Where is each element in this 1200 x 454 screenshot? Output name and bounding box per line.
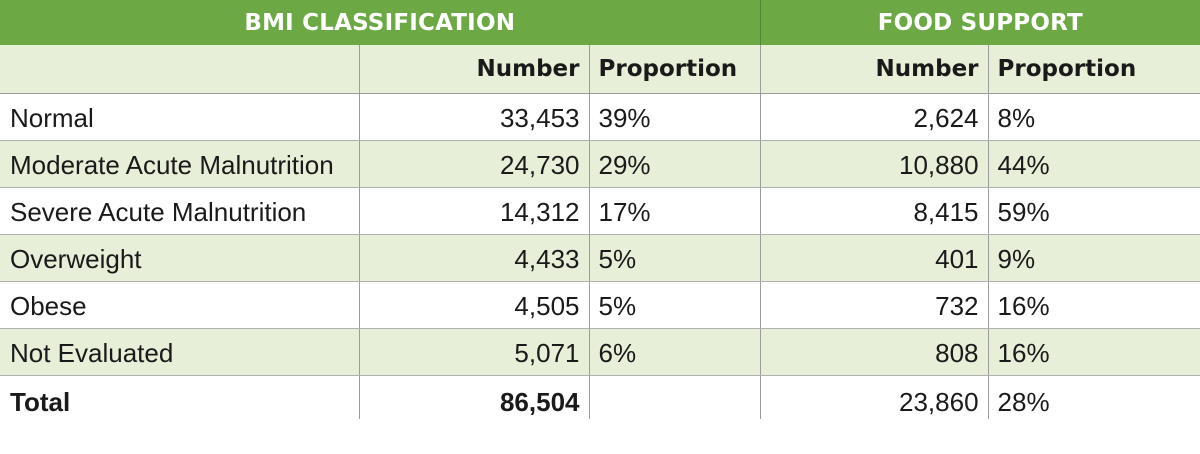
food-proportion-cell: 16% — [988, 328, 1200, 376]
total-bmi-number: 86,504 — [359, 375, 590, 419]
bmi-number-cell: 4,505 — [359, 281, 590, 329]
row-label: Severe Acute Malnutrition — [0, 187, 360, 235]
bmi-proportion-cell: 6% — [589, 328, 761, 376]
bmi-number-cell: 4,433 — [359, 234, 590, 282]
row-label: Not Evaluated — [0, 328, 360, 376]
food-number-column-header: Number — [760, 45, 989, 94]
table-row: Overweight 4,433 5% 401 9% — [0, 234, 1200, 282]
bmi-number-cell: 5,071 — [359, 328, 590, 376]
food-proportion-cell: 8% — [988, 93, 1200, 141]
bmi-number-column-header: Number — [359, 45, 590, 94]
row-label: Overweight — [0, 234, 360, 282]
food-proportion-cell: 9% — [988, 234, 1200, 282]
food-number-cell: 808 — [760, 328, 989, 376]
food-support-header: FOOD SUPPORT — [760, 0, 1200, 45]
table-row: Obese 4,505 5% 732 16% — [0, 281, 1200, 329]
bmi-proportion-cell: 17% — [589, 187, 761, 235]
bmi-proportion-cell: 29% — [589, 140, 761, 188]
food-proportion-cell: 44% — [988, 140, 1200, 188]
bmi-proportion-cell: 39% — [589, 93, 761, 141]
bmi-proportion-cell: 5% — [589, 234, 761, 282]
row-label: Normal — [0, 93, 360, 141]
total-food-proportion: 28% — [997, 387, 1050, 417]
bmi-proportion-cell: 5% — [589, 281, 761, 329]
food-number-cell: 732 — [760, 281, 989, 329]
table-row: Moderate Acute Malnutrition 24,730 29% 1… — [0, 140, 1200, 188]
row-label: Obese — [0, 281, 360, 329]
food-number-cell: 10,880 — [760, 140, 989, 188]
food-proportion-cell: 16% — [988, 281, 1200, 329]
total-label: Total — [0, 375, 360, 419]
food-number-cell: 8,415 — [760, 187, 989, 235]
bmi-food-support-table: BMI CLASSIFICATION FOOD SUPPORT Number P… — [0, 0, 1200, 419]
table-row: Normal 33,453 39% 2,624 8% — [0, 93, 1200, 141]
bmi-classification-header: BMI CLASSIFICATION — [0, 0, 761, 45]
group-header-row: BMI CLASSIFICATION FOOD SUPPORT — [0, 0, 1200, 45]
row-label: Moderate Acute Malnutrition — [0, 140, 360, 188]
food-proportion-column-header: Proportion — [988, 45, 1200, 94]
label-column-header — [0, 45, 360, 94]
bmi-proportion-column-header: Proportion — [589, 45, 761, 94]
total-row: Total 86,504 23,860 28% — [0, 375, 1200, 419]
table-row: Severe Acute Malnutrition 14,312 17% 8,4… — [0, 187, 1200, 235]
food-number-cell: 401 — [760, 234, 989, 282]
table-row: Not Evaluated 5,071 6% 808 16% — [0, 328, 1200, 376]
total-bmi-proportion — [589, 375, 761, 419]
column-header-row: Number Proportion Number Proportion — [0, 45, 1200, 94]
bmi-number-cell: 24,730 — [359, 140, 590, 188]
bmi-number-cell: 33,453 — [359, 93, 590, 141]
food-proportion-cell: 59% — [988, 187, 1200, 235]
food-number-cell: 2,624 — [760, 93, 989, 141]
total-food-number: 23,860 — [760, 375, 989, 419]
bmi-number-cell: 14,312 — [359, 187, 590, 235]
